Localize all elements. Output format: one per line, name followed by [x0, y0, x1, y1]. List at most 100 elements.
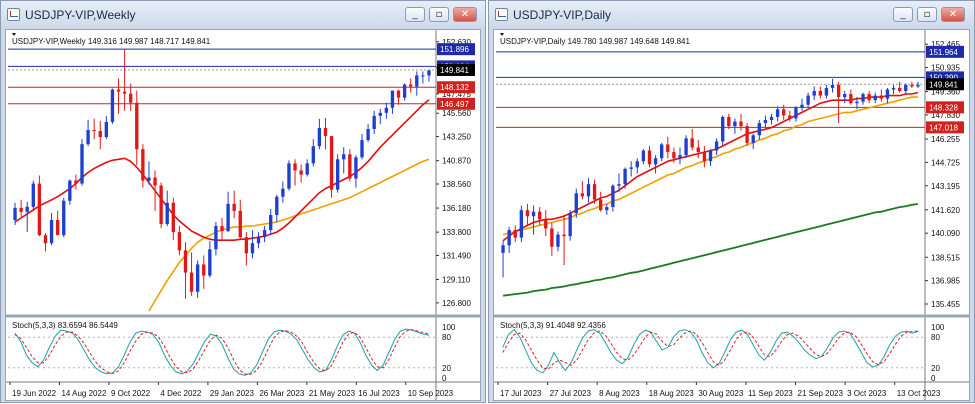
chart-window-icon: [495, 8, 508, 21]
candle-body: [916, 84, 920, 87]
time-tick-label: 27 Jul 2023: [550, 389, 592, 398]
candle-body: [574, 193, 578, 214]
candle-body: [98, 131, 102, 138]
candle-body: [818, 90, 823, 96]
candle-body: [19, 207, 23, 212]
time-tick-label: 16 Jul 2023: [358, 389, 400, 398]
candle-body: [220, 226, 224, 232]
candle-body: [195, 264, 200, 292]
candle-body: [43, 235, 48, 244]
candle-body: [250, 243, 255, 254]
candle-body: [507, 229, 511, 246]
candle-body: [562, 234, 566, 237]
candle-body: [702, 152, 707, 162]
candle-body: [696, 147, 700, 153]
time-tick-label: 3 Oct 2023: [847, 389, 887, 398]
candle-body: [910, 84, 914, 87]
candle-body: [525, 210, 530, 217]
candle-body: [104, 121, 109, 138]
candle-body: [678, 155, 682, 159]
candle-body: [232, 203, 236, 211]
symbol-info-label: USDJPY-VIP,Weekly 149.316 149.987 148.71…: [12, 37, 211, 46]
weekly-titlebar[interactable]: USDJPY-VIP,Weekly _ ▫ ✕: [1, 1, 485, 29]
candle-body: [427, 70, 431, 76]
weekly-chart-area[interactable]: 152.630150.055147.475145.560143.250140.8…: [5, 29, 481, 401]
time-tick-label: 18 Aug 2023: [649, 389, 694, 398]
candle-body: [159, 185, 163, 225]
daily-chart-area[interactable]: 152.465 150.935 149.360 147.830 146.255 144.7…: [493, 29, 970, 401]
candle-body: [873, 95, 877, 101]
level-price-tag: [437, 43, 475, 56]
stoch-main-line: [14, 328, 430, 376]
price-tick-label: 143.250: [442, 133, 471, 142]
candle-body: [556, 234, 560, 247]
candle-body: [415, 75, 419, 87]
candle-body: [580, 193, 585, 197]
minimize-button[interactable]: _: [405, 7, 425, 22]
stoch-signal-line: [502, 330, 919, 370]
candle-body: [92, 130, 96, 132]
time-tick-label: 21 Sep 2023: [798, 389, 844, 398]
candle-body: [849, 94, 853, 104]
candle-body: [275, 196, 279, 215]
time-tick-label: 21 May 2023: [309, 389, 356, 398]
candle-body: [25, 206, 29, 212]
candle-body: [62, 200, 66, 236]
candle-body: [513, 229, 517, 238]
maximize-button[interactable]: ▫: [917, 7, 937, 22]
candle-body: [672, 152, 676, 159]
level-price-label: 148.328: [929, 103, 958, 112]
candle-body: [256, 237, 261, 244]
time-tick-label: 11 Sep 2023: [748, 389, 793, 398]
stoch-tick-label: 20: [931, 364, 940, 373]
dropdown-arrow-icon: [500, 33, 504, 36]
candle-body: [49, 219, 54, 244]
minimize-button[interactable]: _: [893, 7, 913, 22]
chart-window-icon: [7, 8, 20, 21]
candle-body: [745, 126, 749, 143]
daily-chart-window: USDJPY-VIP,Daily _ ▫ ✕ 152.465 150.935 149…: [488, 0, 975, 403]
time-tick-label: 26 Mar 2023: [259, 389, 304, 398]
close-button[interactable]: ✕: [453, 7, 477, 22]
candle-body: [782, 109, 786, 116]
price-tick-label: 143.195: [931, 182, 960, 191]
time-tick-label: 14 Aug 2022: [61, 389, 106, 398]
candle-body: [335, 159, 340, 190]
weekly-chart-window: USDJPY-VIP,Weekly _ ▫ ✕ 152.630150.05514…: [0, 0, 486, 403]
price-tick-label: 138.515: [931, 253, 960, 262]
stoch-tick-label: 0: [442, 374, 447, 383]
level-price-tag: [926, 101, 964, 114]
candle-body: [721, 116, 725, 142]
candle-body: [501, 245, 505, 253]
level-price-label: 147.018: [929, 123, 958, 132]
candle-body: [165, 202, 169, 225]
price-tick-label: 144.725: [931, 158, 960, 167]
stoch-signal-line: [14, 329, 430, 375]
candle-body: [855, 101, 859, 104]
candle-body: [794, 107, 798, 119]
level-price-label: 149.841: [440, 66, 469, 75]
candle-body: [897, 87, 902, 91]
candle-body: [684, 138, 688, 156]
candle-body: [531, 211, 536, 217]
close-button[interactable]: ✕: [941, 7, 965, 22]
candle-body: [116, 89, 121, 92]
candle-body: [141, 149, 145, 181]
candle-body: [208, 249, 212, 276]
price-tick-label: 140.870: [442, 157, 471, 166]
candle-body: [202, 264, 206, 276]
stoch-tick-label: 0: [931, 374, 936, 383]
stoch-tick-label: 100: [931, 323, 945, 332]
candle-body: [519, 210, 524, 238]
stoch-label: Stoch(5,3,3) 83.6594 86.5449: [12, 321, 118, 330]
level-price-label: 151.964: [929, 48, 958, 57]
candle-body: [366, 129, 370, 141]
price-tick-label: 133.800: [442, 228, 471, 237]
candle-body: [788, 115, 792, 119]
maximize-button[interactable]: ▫: [429, 7, 449, 22]
daily-titlebar[interactable]: USDJPY-VIP,Daily _ ▫ ✕: [489, 1, 974, 29]
candle-body: [879, 95, 884, 99]
candle-body: [372, 115, 376, 130]
level-price-tag: [437, 81, 475, 94]
time-tick-label: 8 Aug 2023: [599, 389, 640, 398]
